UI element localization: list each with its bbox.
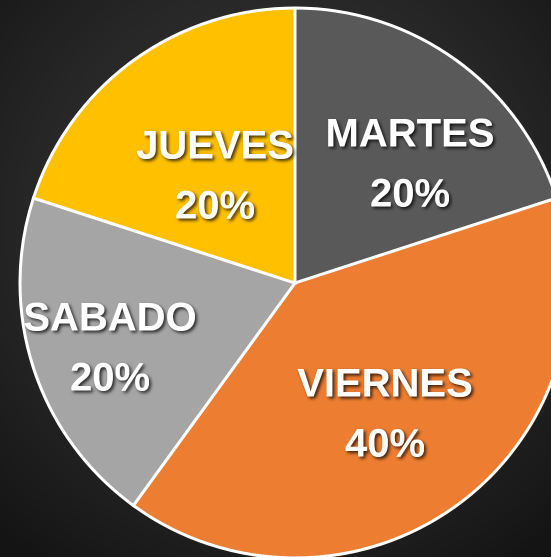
category-label: VIERNES <box>297 362 473 406</box>
value-label: 20% <box>70 356 150 400</box>
pie <box>18 6 551 557</box>
value-label: 20% <box>370 172 450 216</box>
value-label: 40% <box>345 422 425 466</box>
value-label: 20% <box>175 184 255 228</box>
category-label: SABADO <box>23 296 196 340</box>
labels: MARTES 20% VIERNES 40% SABADO 20% JUEVES 20% <box>23 112 494 466</box>
pie-slice <box>18 196 298 508</box>
pie-slice <box>131 198 551 557</box>
pie-slice <box>293 6 551 286</box>
pie-slice <box>31 6 297 286</box>
category-label: MARTES <box>326 112 495 156</box>
category-label: JUEVES <box>136 124 294 168</box>
